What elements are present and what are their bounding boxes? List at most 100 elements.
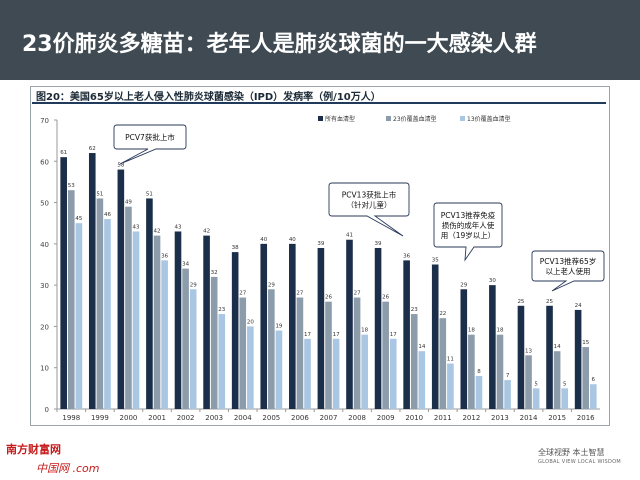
data-label: 51 — [96, 191, 103, 197]
annotation-text: PCV7获批上市 — [125, 132, 175, 142]
data-label: 14 — [554, 344, 561, 350]
data-label: 36 — [403, 253, 410, 259]
data-label: 26 — [325, 295, 332, 301]
bar-pcv13 — [218, 314, 226, 409]
data-label: 43 — [175, 224, 182, 230]
bar-pcv13 — [561, 388, 569, 409]
bar-all — [374, 247, 382, 409]
data-label: 43 — [133, 224, 140, 230]
annotation-text: （针对儿童） — [347, 200, 392, 210]
x-tick-label: 2006 — [291, 414, 309, 422]
bar-pcv23 — [353, 297, 361, 409]
x-tick-label: 2015 — [548, 414, 566, 422]
x-tick-label: 2000 — [120, 414, 138, 422]
footer-slogan-en: GLOBAL VIEW LOCAL WISDOM — [538, 459, 621, 465]
data-label: 17 — [390, 332, 397, 338]
legend-swatch — [460, 116, 465, 121]
y-tick-label: 70 — [40, 117, 49, 125]
bar-pcv23 — [553, 351, 561, 409]
bar-pcv23 — [582, 347, 590, 409]
x-tick-label: 2002 — [177, 414, 195, 422]
data-label: 32 — [211, 270, 218, 276]
annotation-callout — [113, 124, 187, 165]
bar-pcv23 — [410, 314, 418, 409]
data-label: 34 — [182, 262, 189, 268]
x-tick-label: 2014 — [520, 414, 538, 422]
data-label: 58 — [117, 163, 124, 169]
data-label: 25 — [546, 299, 553, 305]
data-label: 26 — [382, 295, 389, 301]
data-label: 40 — [260, 237, 267, 243]
x-tick-label: 2013 — [491, 414, 509, 422]
x-tick-label: 2010 — [405, 414, 423, 422]
data-label: 42 — [154, 229, 161, 235]
bar-all — [489, 285, 496, 409]
bar-pcv13 — [361, 334, 368, 409]
bar-pcv13 — [275, 330, 283, 409]
bar-pcv13 — [475, 375, 483, 409]
annotation-callout — [433, 202, 503, 262]
x-tick-label: 2007 — [320, 414, 338, 422]
bar-pcv23 — [439, 318, 447, 409]
y-tick-label: 40 — [40, 241, 49, 249]
data-label: 23 — [218, 307, 225, 313]
data-label: 13 — [525, 348, 532, 354]
figure-caption: 图20：美国65岁以上老人侵入性肺炎球菌感染（IPD）发病率（例/10万人） — [36, 92, 381, 103]
x-tick-label: 2009 — [377, 414, 395, 422]
bar-pcv13 — [75, 223, 83, 409]
bar-pcv13 — [332, 338, 340, 409]
bar-pcv13 — [161, 260, 168, 409]
bar-pcv13 — [389, 338, 397, 409]
data-label: 29 — [268, 282, 275, 288]
bar-pcv23 — [496, 334, 504, 409]
y-tick-label: 10 — [40, 365, 49, 373]
x-tick-label: 2001 — [148, 414, 166, 422]
y-tick-label: 50 — [40, 200, 49, 208]
bar-pcv13 — [590, 384, 597, 409]
legend-label: 13价覆盖血清型 — [467, 115, 511, 123]
bar-pcv13 — [189, 289, 197, 409]
data-label: 7 — [506, 373, 510, 379]
bar-all — [289, 243, 296, 409]
legend-label: 23价覆盖血清型 — [393, 115, 437, 123]
data-label: 23 — [411, 307, 418, 313]
x-tick-label: 1999 — [91, 414, 109, 422]
bar-all — [403, 260, 410, 409]
bar-pcv23 — [268, 289, 275, 409]
data-label: 18 — [468, 328, 475, 334]
data-label: 62 — [89, 146, 96, 152]
bar-pcv13 — [247, 326, 254, 409]
y-tick-label: 30 — [40, 282, 49, 290]
data-label: 8 — [477, 369, 481, 375]
annotation-text: PCV13推荐免疫 — [441, 210, 496, 220]
footer-brand-logo: 南方财富网 — [6, 443, 61, 456]
y-tick-label: 60 — [40, 158, 49, 166]
y-tick-label: 20 — [40, 323, 49, 331]
data-label: 5 — [534, 381, 538, 387]
annotation-callout — [531, 250, 605, 292]
data-label: 35 — [432, 258, 439, 264]
annotation-callout — [328, 182, 410, 237]
x-tick-label: 2012 — [462, 414, 480, 422]
data-label: 27 — [239, 291, 246, 297]
data-label: 36 — [161, 253, 168, 259]
bar-all — [60, 157, 67, 409]
bar-all — [346, 239, 353, 409]
legend-swatch — [386, 116, 391, 121]
bar-pcv23 — [525, 355, 532, 409]
data-label: 18 — [496, 328, 503, 334]
bar-all — [431, 264, 439, 409]
bar-all — [203, 235, 210, 409]
bar-pcv23 — [239, 297, 247, 409]
bar-all — [317, 247, 325, 409]
data-label: 14 — [418, 344, 425, 350]
data-label: 45 — [75, 216, 82, 222]
data-label: 17 — [333, 332, 340, 338]
bar-pcv13 — [504, 380, 511, 409]
bar-all — [117, 169, 125, 409]
bar-pcv13 — [132, 231, 140, 409]
data-label: 18 — [361, 328, 368, 334]
bar-pcv13 — [418, 351, 426, 409]
bar-pcv23 — [125, 206, 132, 409]
